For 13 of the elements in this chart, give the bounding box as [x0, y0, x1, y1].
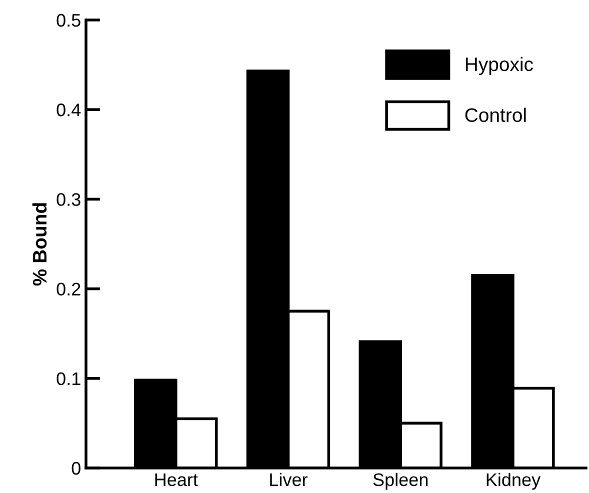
y-tick-label: 0.2	[56, 282, 80, 296]
y-tick-label: 0.1	[56, 372, 80, 386]
legend-label: Control	[465, 108, 526, 122]
x-tick-label: Kidney	[486, 472, 541, 490]
y-tick-label: 0	[72, 462, 80, 475]
legend-label: Hypoxic	[466, 56, 533, 76]
x-tick-label: Spleen	[373, 472, 428, 490]
x-tick-label: Heart	[155, 474, 198, 486]
y-tick-label: 0.3	[56, 193, 80, 206]
y-tick-label: 0.4	[56, 104, 81, 116]
y-tick-label: 0.5	[56, 14, 80, 27]
y-axis-title: % Bound	[32, 203, 47, 286]
x-tick-label: Liver	[270, 472, 308, 486]
